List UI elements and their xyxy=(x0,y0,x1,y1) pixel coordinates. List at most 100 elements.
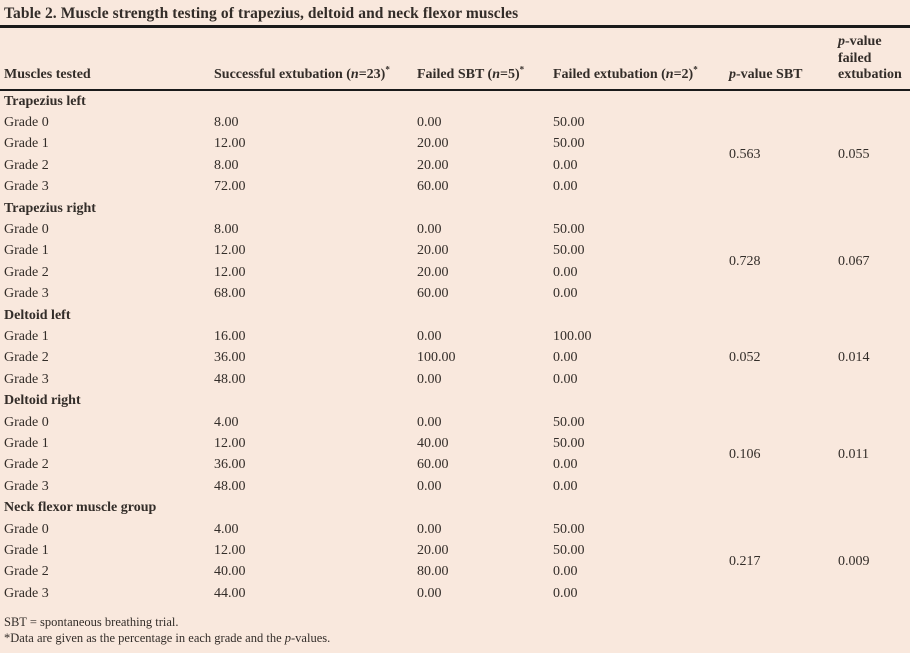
failed-extubation-value: 0.00 xyxy=(553,286,578,302)
failed-sbt-value: 0.00 xyxy=(417,221,442,237)
table-title: Table 2. Muscle strength testing of trap… xyxy=(0,0,910,28)
footnote-sbt-definition: SBT = spontaneous breathing trial. xyxy=(4,615,179,630)
header-p-italic: p xyxy=(838,34,845,49)
successful-extubation-value: 40.00 xyxy=(214,564,246,580)
failed-sbt-value: 0.00 xyxy=(417,371,442,387)
failed-sbt-value: 60.00 xyxy=(417,457,449,473)
header-text: Failed SBT ( xyxy=(417,67,493,82)
p-value-failed-extubation: 0.014 xyxy=(838,350,870,366)
failed-sbt-value: 20.00 xyxy=(417,543,449,559)
table-row: Grade 3 44.00 0.00 0.00 xyxy=(0,583,910,604)
grade-label: Grade 0 xyxy=(4,221,49,237)
section-row: Neck flexor muscle group xyxy=(0,497,910,518)
grade-label: Grade 0 xyxy=(4,114,49,130)
table-row: Grade 1 12.00 20.00 50.00 xyxy=(0,133,910,154)
header-p-italic: p xyxy=(729,67,736,82)
table-row: Grade 3 72.00 60.00 0.00 xyxy=(0,176,910,197)
table-row: Grade 2 36.00 60.00 0.00 xyxy=(0,454,910,475)
failed-extubation-value: 0.00 xyxy=(553,457,578,473)
successful-extubation-value: 36.00 xyxy=(214,350,246,366)
grade-label: Grade 1 xyxy=(4,328,49,344)
failed-sbt-value: 100.00 xyxy=(417,350,456,366)
grade-label: Grade 2 xyxy=(4,564,49,580)
header-text: Successful extubation ( xyxy=(214,67,351,82)
failed-sbt-value: 0.00 xyxy=(417,521,442,537)
footnote-text: *Data are given as the percentage in eac… xyxy=(4,630,285,645)
grade-label: Grade 3 xyxy=(4,478,49,494)
grade-label: Grade 0 xyxy=(4,521,49,537)
failed-extubation-value: 50.00 xyxy=(553,114,585,130)
p-value-sbt: 0.563 xyxy=(729,147,761,163)
failed-sbt-value: 40.00 xyxy=(417,436,449,451)
column-header-p-value-failed-extubation: p-value failed extubation xyxy=(838,28,910,91)
p-value-sbt: 0.217 xyxy=(729,553,761,569)
failed-extubation-value: 50.00 xyxy=(553,414,585,430)
footnote-text: -values. xyxy=(291,630,331,645)
header-line: failed xyxy=(838,50,872,66)
failed-extubation-value: 0.00 xyxy=(553,371,578,387)
table-row: Grade 1 12.00 20.00 50.00 xyxy=(0,240,910,261)
successful-extubation-value: 12.00 xyxy=(214,543,246,559)
table-row: Grade 3 48.00 0.00 0.00 xyxy=(0,476,910,497)
failed-sbt-value: 60.00 xyxy=(417,179,449,195)
footnote-p-italic: p xyxy=(284,630,292,645)
table-row: Grade 2 12.00 20.00 0.00 xyxy=(0,262,910,283)
p-value-failed-extubation: 0.009 xyxy=(838,553,870,569)
table-row: Grade 0 4.00 0.00 50.00 0.217 0.009 xyxy=(0,519,910,569)
muscle-group-label: Deltoid left xyxy=(4,307,71,323)
footnote-data-note: *Data are given as the percentage in eac… xyxy=(4,631,910,647)
section-row: Trapezius left xyxy=(0,90,910,112)
grade-label: Grade 2 xyxy=(4,457,49,473)
failed-extubation-value: 50.00 xyxy=(553,221,585,237)
muscle-group-label: Trapezius left xyxy=(4,93,86,109)
grade-label: Grade 3 xyxy=(4,179,49,195)
header-row: Muscles tested Successful extubation (n=… xyxy=(0,28,910,91)
failed-extubation-value: 0.00 xyxy=(553,157,578,173)
successful-extubation-value: 48.00 xyxy=(214,478,246,494)
table-row: Grade 1 12.00 20.00 50.00 xyxy=(0,540,910,561)
column-header-p-value-sbt: p-value SBT xyxy=(729,28,838,91)
grade-label: Grade 2 xyxy=(4,157,49,173)
failed-sbt-value: 20.00 xyxy=(417,157,449,173)
p-value-failed-extubation: 0.011 xyxy=(838,446,869,462)
grade-label: Grade 3 xyxy=(4,286,49,302)
grade-label: Grade 0 xyxy=(4,414,49,430)
footnote-marker: * xyxy=(385,64,390,75)
failed-extubation-value: 0.00 xyxy=(553,179,578,195)
table-row: Grade 2 40.00 80.00 0.00 xyxy=(0,561,910,582)
successful-extubation-value: 68.00 xyxy=(214,286,246,302)
failed-sbt-value: 0.00 xyxy=(417,478,442,494)
grade-label: Grade 1 xyxy=(4,543,49,559)
table-row: Grade 3 48.00 0.00 0.00 xyxy=(0,369,910,390)
footnote-marker: * xyxy=(519,64,525,75)
successful-extubation-value: 8.00 xyxy=(214,221,239,237)
header-text: -value xyxy=(845,34,882,49)
failed-extubation-value: 0.00 xyxy=(553,350,578,366)
p-value-sbt: 0.728 xyxy=(729,254,761,270)
table-row: Grade 1 16.00 0.00 100.00 0.052 0.014 xyxy=(0,326,910,365)
successful-extubation-value: 4.00 xyxy=(214,521,239,537)
failed-sbt-value: 0.00 xyxy=(417,328,442,344)
failed-extubation-value: 0.00 xyxy=(553,564,578,580)
failed-extubation-value: 50.00 xyxy=(553,136,585,152)
p-value-sbt: 0.106 xyxy=(729,446,761,462)
grade-label: Grade 1 xyxy=(4,243,49,259)
failed-sbt-value: 0.00 xyxy=(417,585,442,601)
header-n-italic: n xyxy=(492,67,500,82)
grade-label: Grade 1 xyxy=(4,436,49,451)
grade-label: Grade 2 xyxy=(4,350,49,366)
header-n-italic: n xyxy=(350,67,359,82)
column-header-failed-extubation: Failed extubation (n=2)* xyxy=(553,28,729,91)
successful-extubation-value: 12.00 xyxy=(214,264,246,280)
successful-extubation-value: 12.00 xyxy=(214,136,246,152)
column-header-failed-sbt: Failed SBT (n=5)* xyxy=(417,28,553,91)
header-line: p-value xyxy=(838,34,910,51)
table-row: Grade 2 36.00 100.00 0.00 xyxy=(0,347,910,368)
successful-extubation-value: 4.00 xyxy=(214,414,239,430)
successful-extubation-value: 12.00 xyxy=(214,243,246,259)
successful-extubation-value: 8.00 xyxy=(214,157,239,173)
failed-sbt-value: 20.00 xyxy=(417,243,449,259)
failed-sbt-value: 20.00 xyxy=(417,136,449,152)
p-value-failed-extubation: 0.055 xyxy=(838,147,870,163)
failed-sbt-value: 0.00 xyxy=(417,114,442,130)
